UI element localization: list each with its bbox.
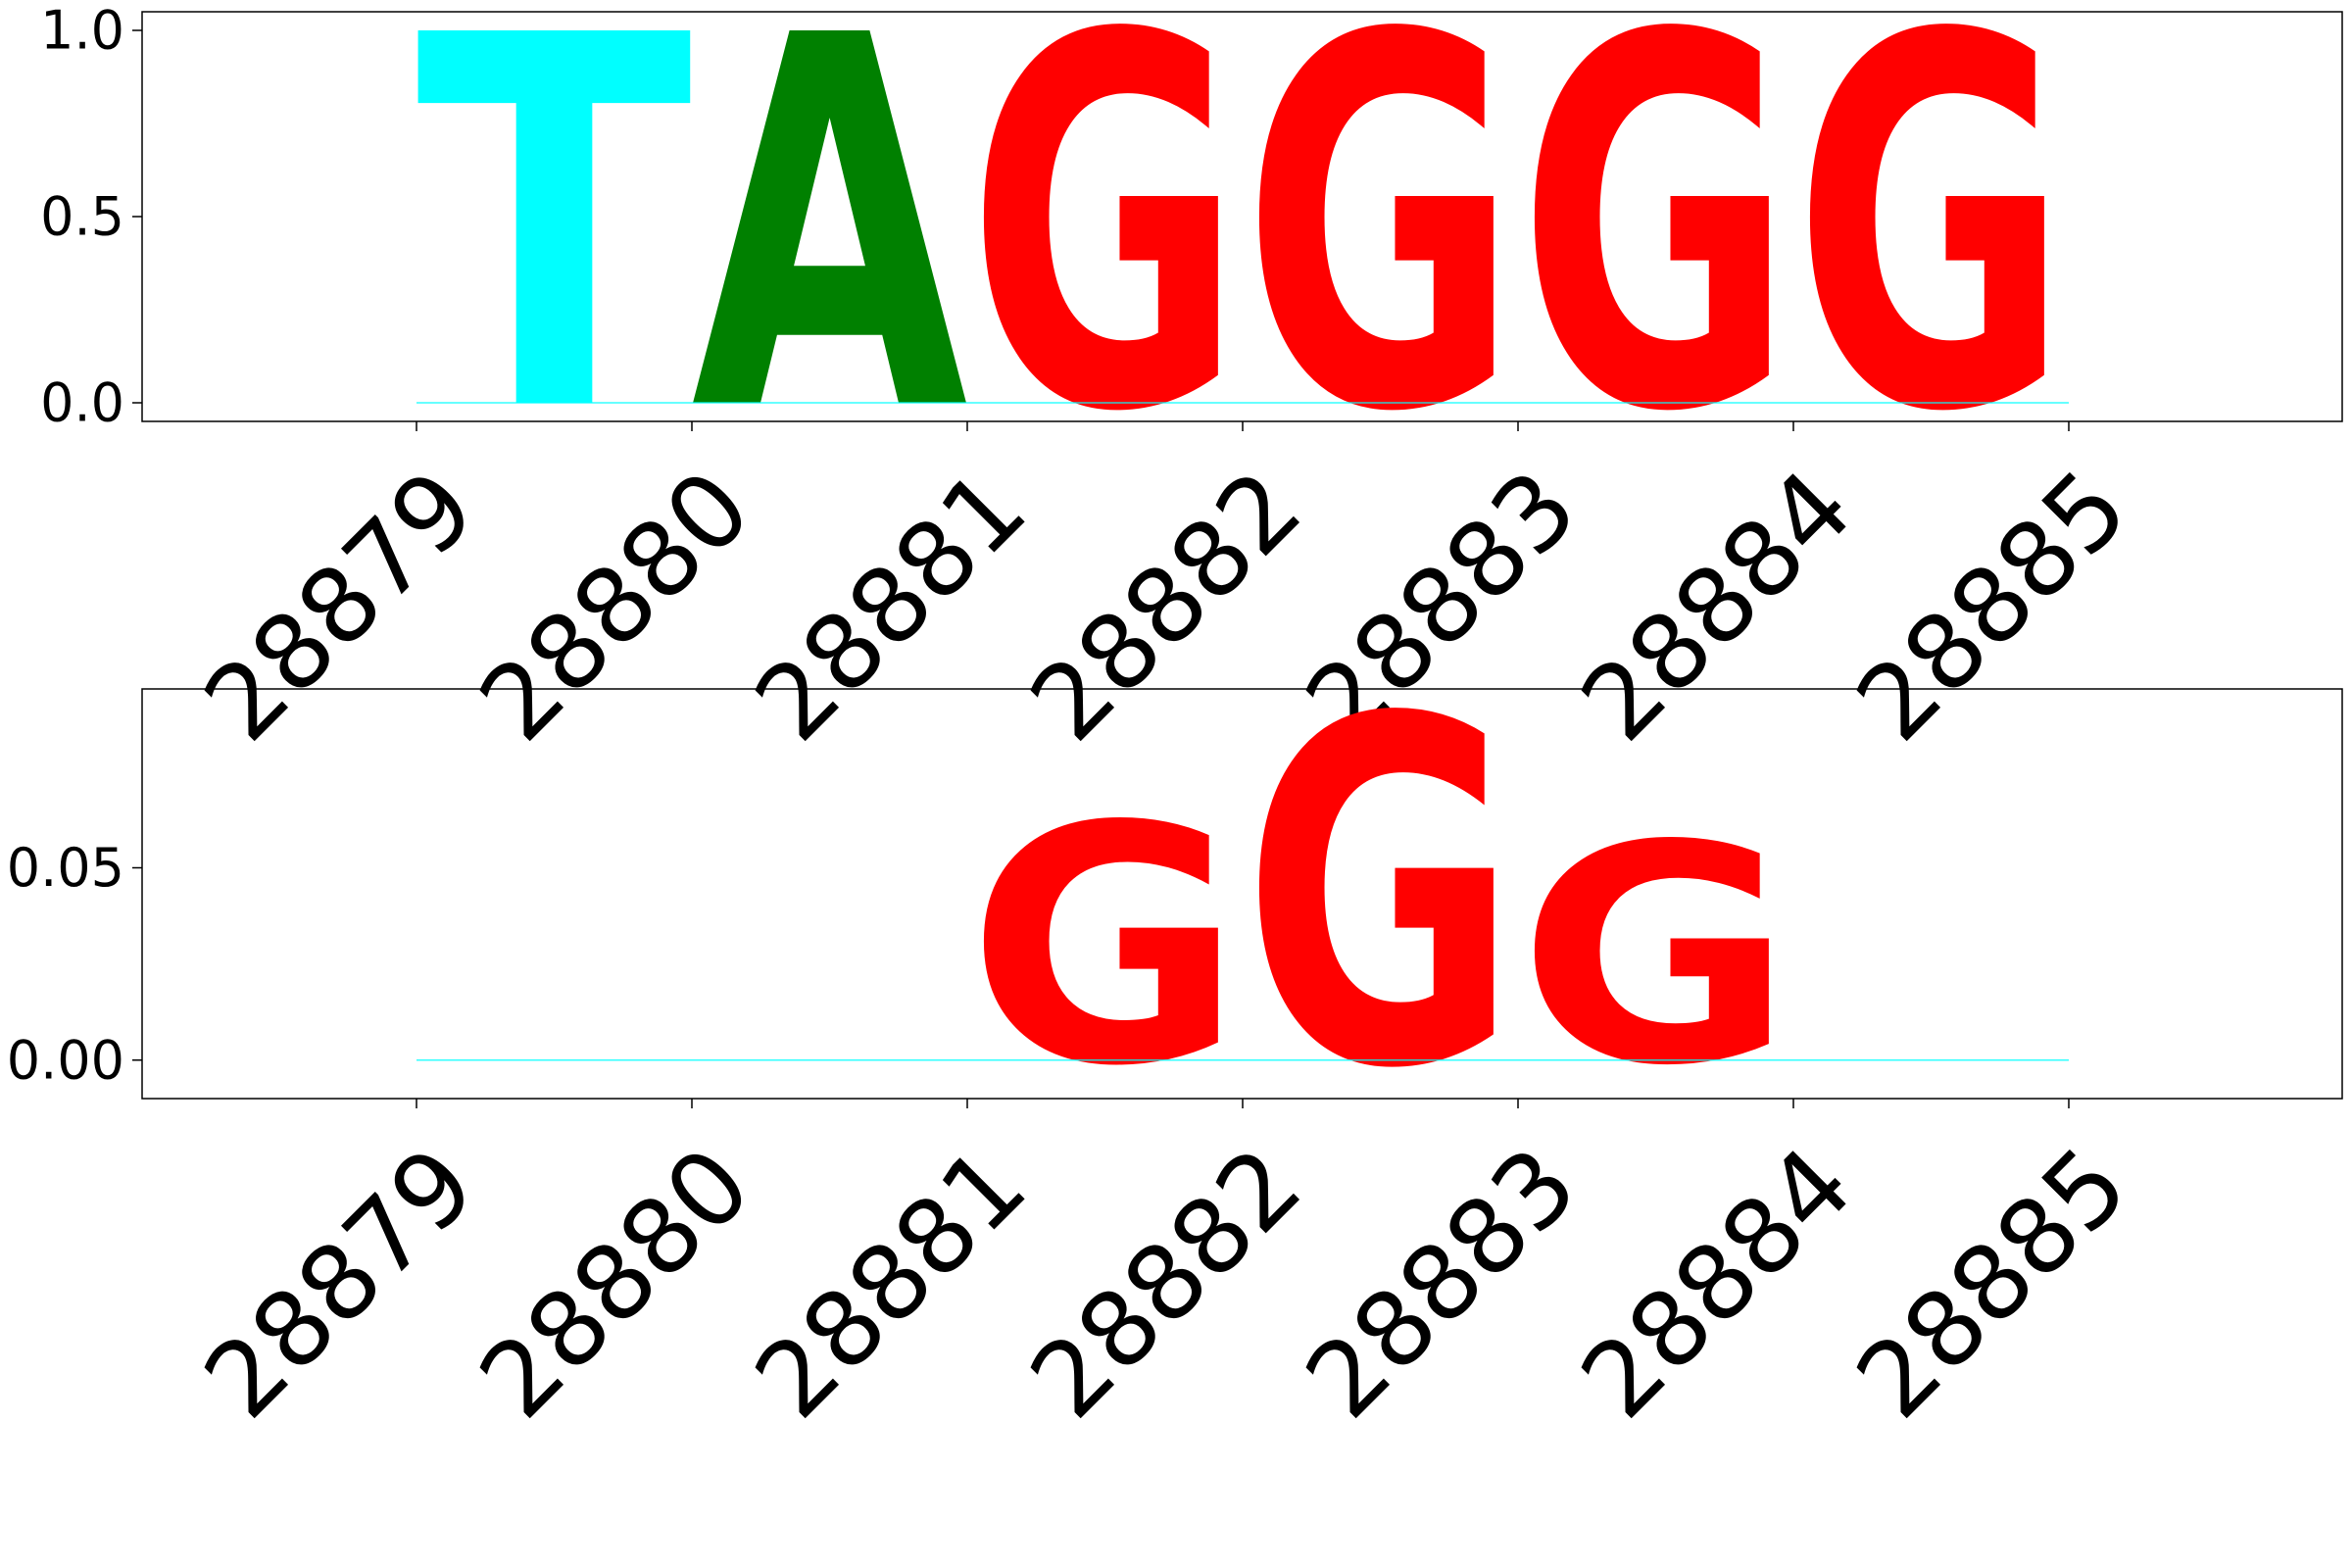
x-tick-label: 28880: [458, 1125, 773, 1441]
logo-letter-g: G: [1243, 0, 1518, 524]
logo-letter-t: T: [416, 0, 695, 523]
logo-letter-g: G: [1518, 0, 1793, 524]
logo-letter-g: G: [1243, 618, 1518, 1172]
y-tick-label: 0.05: [7, 837, 124, 899]
x-tick-label: 28879: [182, 448, 498, 763]
y-tick-label: 0.0: [40, 372, 124, 434]
logo-panel-top: TA G G G G0.00.51.02887928880288812888228883…: [40, 0, 2343, 763]
x-tick-label: 28879: [182, 1125, 498, 1441]
y-tick-label: 0.00: [7, 1029, 124, 1091]
logo-panel-bottom: G G G0.000.0528879288802888128882288832888…: [7, 618, 2343, 1441]
x-tick-label: 28881: [733, 1125, 1049, 1441]
logo-letter-g: G: [967, 0, 1243, 524]
logo-letter-g: G: [1518, 781, 1793, 1132]
x-tick-label: 28883: [1284, 1125, 1599, 1441]
x-tick-label: 28882: [1008, 1125, 1324, 1441]
x-tick-label: 28885: [1835, 1125, 2150, 1441]
logo-letter-g: G: [967, 757, 1243, 1138]
logo-letter-a: A: [691, 0, 970, 524]
x-tick-label: 28884: [1559, 1125, 1875, 1441]
logo-letter-g: G: [1793, 0, 2069, 524]
y-tick-label: 0.5: [40, 186, 124, 248]
y-tick-label: 1.0: [40, 0, 124, 62]
